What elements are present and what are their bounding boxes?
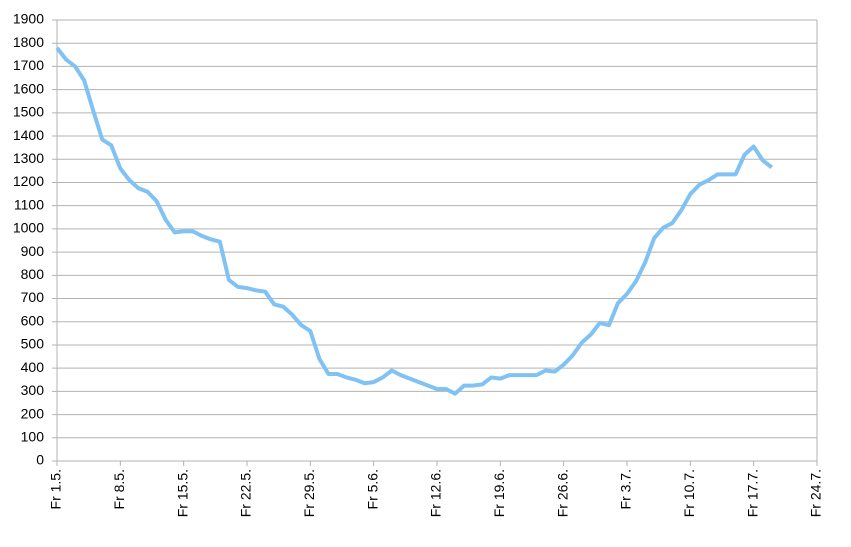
y-tick-label: 1100 — [14, 196, 44, 212]
y-tick-label: 900 — [21, 243, 45, 259]
y-tick-label: 800 — [21, 266, 45, 282]
y-tick-label: 700 — [21, 289, 45, 305]
data-line — [55, 46, 773, 396]
y-tick-label: 400 — [21, 359, 45, 375]
x-tick-label: Fr 1.5. — [48, 469, 64, 509]
x-tick-label: Fr 5.6. — [364, 469, 380, 509]
x-tick-label: Fr 29.5. — [301, 469, 317, 517]
y-tick-label: 100 — [21, 428, 45, 444]
y-tick-label: 1700 — [13, 57, 44, 73]
y-tick-label: 300 — [21, 382, 45, 398]
x-tick-label: Fr 10.7. — [681, 469, 697, 517]
y-tick-label: 1500 — [13, 104, 44, 120]
x-tick-label: Fr 26.6. — [554, 469, 570, 517]
x-tick-label: Fr 19.6. — [491, 469, 507, 517]
x-tick-label: Fr 12.6. — [428, 469, 444, 517]
y-tick-label: 1900 — [13, 11, 44, 27]
y-tick-label: 1400 — [13, 127, 44, 143]
y-tick-label: 1600 — [13, 80, 44, 96]
y-tick-label: 1800 — [13, 34, 44, 50]
y-tick-label: 200 — [21, 405, 45, 421]
x-tick-label: Fr 8.5. — [111, 469, 127, 509]
x-tick-label: Fr 24.7. — [808, 469, 824, 517]
y-tick-label: 1200 — [13, 173, 44, 189]
y-tick-label: 0 — [36, 452, 44, 468]
y-tick-label: 1000 — [13, 220, 44, 236]
x-tick-label: Fr 22.5. — [238, 469, 254, 517]
y-tick-label: 600 — [21, 312, 45, 328]
x-tick-label: Fr 17.7. — [744, 469, 760, 517]
x-tick-label: Fr 15.5. — [174, 469, 190, 517]
y-tick-label: 1300 — [13, 150, 44, 166]
y-tick-label: 500 — [21, 336, 45, 352]
x-tick-label: Fr 3.7. — [618, 469, 634, 509]
